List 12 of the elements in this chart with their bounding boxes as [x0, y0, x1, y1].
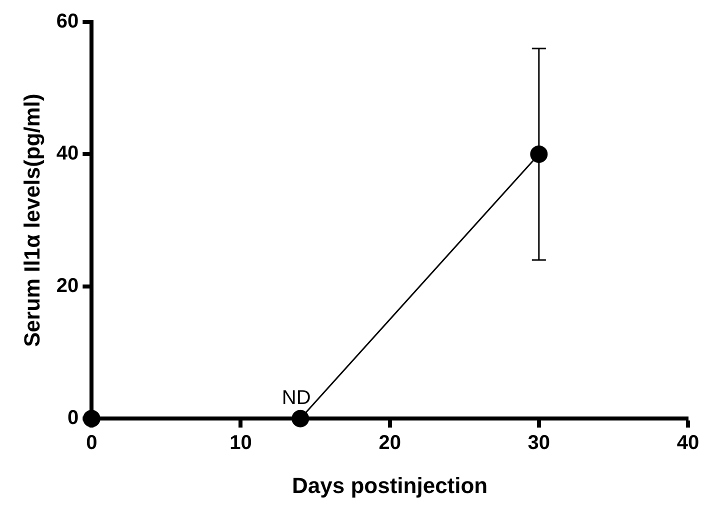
y-tick-label: 0: [68, 407, 79, 430]
y-tick-label: 40: [56, 142, 79, 165]
y-axis-title: Serum Il1α levels(pg/ml): [19, 94, 44, 347]
annotation: ND: [282, 387, 311, 410]
y-tick-label: 60: [56, 10, 79, 33]
x-tick-label: 40: [676, 432, 700, 454]
y-tick-label: 20: [56, 274, 79, 297]
x-tick-label: 30: [528, 432, 550, 454]
x-tick-label: 20: [378, 432, 401, 454]
x-tick-label: 10: [230, 432, 252, 454]
x-tick-label: 0: [86, 432, 98, 454]
x-axis-title: Days postinjection: [292, 472, 488, 498]
